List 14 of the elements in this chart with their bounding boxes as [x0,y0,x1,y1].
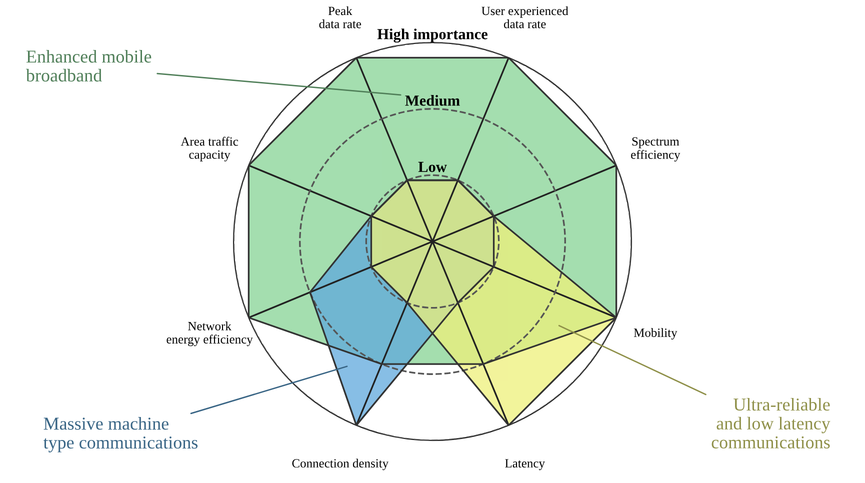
text: Ultra-reliable and low latency communications [712,398,830,448]
text: Enhanced mobile broadband [26,50,152,82]
spoke-label: Spectrum efficiency [631,137,680,162]
spoke-label: User experienced data rate [482,6,568,28]
spoke-label: Connection density [292,458,389,470]
spoke-label: Area traffic capacity [180,136,238,162]
y-tick-label: Medium [405,95,460,106]
y-tick-label: Low [418,162,447,172]
spoke-label: Network energy efficiency [166,322,253,346]
spoke-label: Peak data rate [319,6,362,28]
spoke-label: Mobility [634,328,678,340]
y-tick-label: High importance [377,28,488,43]
text: Massive machine type communications [43,417,198,452]
spoke-label: Latency [505,459,545,470]
